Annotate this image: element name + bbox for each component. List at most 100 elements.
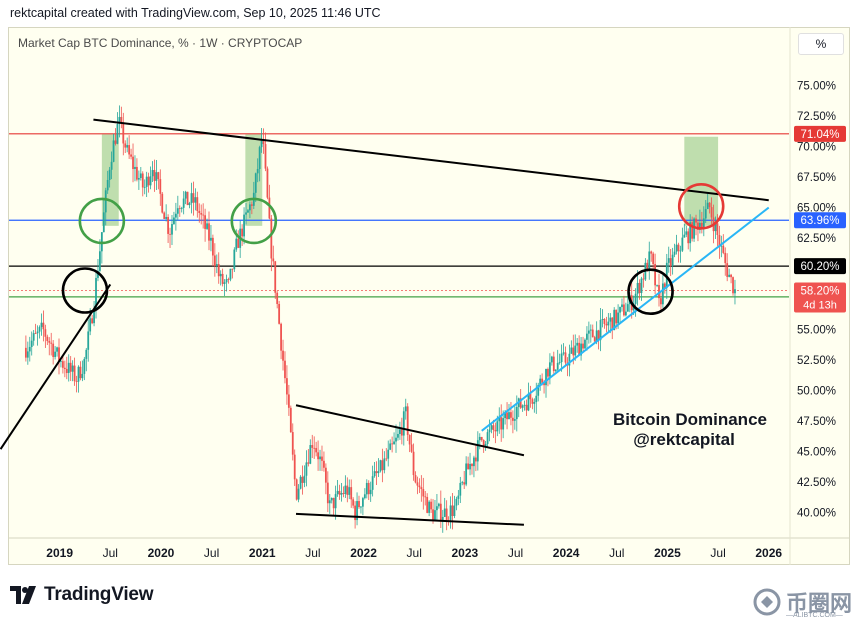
candle-body	[145, 176, 148, 187]
candle-body	[171, 224, 173, 235]
candle-body	[324, 467, 327, 483]
candle-body	[83, 358, 86, 374]
candle-body	[482, 440, 485, 446]
candle-body	[46, 336, 49, 342]
candle-body	[286, 378, 288, 395]
tradingview-logo[interactable]: TradingView	[10, 584, 154, 606]
candle-body	[30, 340, 33, 347]
candle-body	[330, 497, 333, 501]
candle-body	[132, 156, 134, 169]
candle-body	[106, 179, 109, 191]
candle-body	[116, 124, 119, 144]
candle-body	[603, 318, 606, 324]
candle-body	[732, 277, 734, 294]
candle-body	[289, 407, 292, 433]
candle-body	[338, 490, 341, 495]
candle-body	[687, 231, 690, 244]
candle-body	[375, 471, 378, 474]
candle-body	[315, 448, 318, 453]
candle-body	[379, 460, 382, 472]
candle-body	[346, 485, 349, 495]
candle-body	[210, 237, 212, 241]
y-tick-label: 65.00%	[797, 203, 836, 215]
candle-body	[521, 405, 524, 408]
x-tick-label: 2019	[46, 546, 73, 560]
x-tick-label: Jul	[204, 546, 219, 560]
candle-body	[541, 378, 544, 383]
x-tick-label: 2021	[249, 546, 276, 560]
candle-body	[264, 144, 267, 169]
percent-scale-button[interactable]: %	[798, 33, 844, 55]
candle-body	[139, 173, 142, 179]
candle-body	[163, 212, 166, 219]
candle-body	[704, 209, 707, 219]
candle-body	[217, 264, 220, 277]
candle-body	[34, 333, 37, 335]
watermark: 币圈网	[752, 586, 852, 618]
candle-body	[434, 510, 436, 520]
symbol-title[interactable]: Market Cap BTC Dominance, % · 1W · CRYPT…	[18, 36, 303, 50]
candle-body	[661, 283, 664, 305]
candle-body	[354, 505, 357, 521]
candle-body	[97, 270, 99, 278]
candle-body	[533, 402, 536, 404]
candle-body	[697, 222, 699, 230]
candle-body	[404, 406, 407, 412]
watermark-logo-icon	[753, 588, 781, 616]
candle-body	[689, 222, 692, 244]
candle-body	[280, 323, 282, 351]
candle-body	[371, 476, 374, 490]
candle-body	[157, 172, 160, 180]
highlight-circle	[677, 183, 725, 230]
candle-body	[206, 223, 208, 229]
candle-body	[549, 362, 551, 377]
candle-body	[535, 395, 538, 403]
candle-body	[445, 508, 448, 521]
candle-body	[165, 216, 168, 219]
candle-body	[77, 366, 80, 382]
candle-body	[295, 479, 298, 500]
candle-body	[50, 342, 53, 344]
candle-body	[112, 140, 115, 162]
candle-body	[161, 193, 164, 213]
candle-body	[383, 458, 386, 471]
candle-body	[539, 378, 542, 385]
candle-body	[356, 501, 358, 521]
candle-body	[75, 381, 78, 382]
y-tick-label: 47.50%	[797, 416, 836, 428]
candle-body	[418, 485, 421, 488]
candle-body	[350, 487, 353, 500]
candle-body	[699, 222, 701, 230]
candle-body	[385, 458, 388, 460]
candle-body	[319, 456, 321, 460]
candle-body	[422, 489, 425, 497]
candle-body	[180, 207, 183, 209]
candle-body	[137, 178, 140, 180]
candle-body	[61, 361, 64, 368]
x-tick-label: Jul	[508, 546, 523, 560]
candle-body	[342, 493, 345, 494]
candle-body	[81, 373, 84, 379]
candle-body	[225, 279, 228, 283]
candle-body	[120, 116, 123, 123]
candle-body	[673, 251, 676, 255]
candle-body	[249, 204, 251, 211]
candle-body	[420, 487, 423, 490]
candle-body	[543, 382, 545, 386]
candle-body	[511, 417, 514, 421]
candle-body	[654, 264, 657, 286]
trendline	[0, 283, 112, 450]
candle-body	[291, 432, 294, 455]
candle-body	[523, 404, 526, 406]
candle-body	[38, 327, 41, 332]
candle-body	[720, 245, 723, 247]
candle-body	[681, 237, 684, 251]
candle-body	[500, 417, 503, 430]
candle-body	[656, 285, 658, 286]
highlight-zone	[101, 134, 119, 226]
candle-body	[685, 231, 688, 235]
candle-body	[706, 202, 709, 210]
level-label: 63.96%	[800, 215, 839, 227]
candle-body	[241, 228, 244, 237]
